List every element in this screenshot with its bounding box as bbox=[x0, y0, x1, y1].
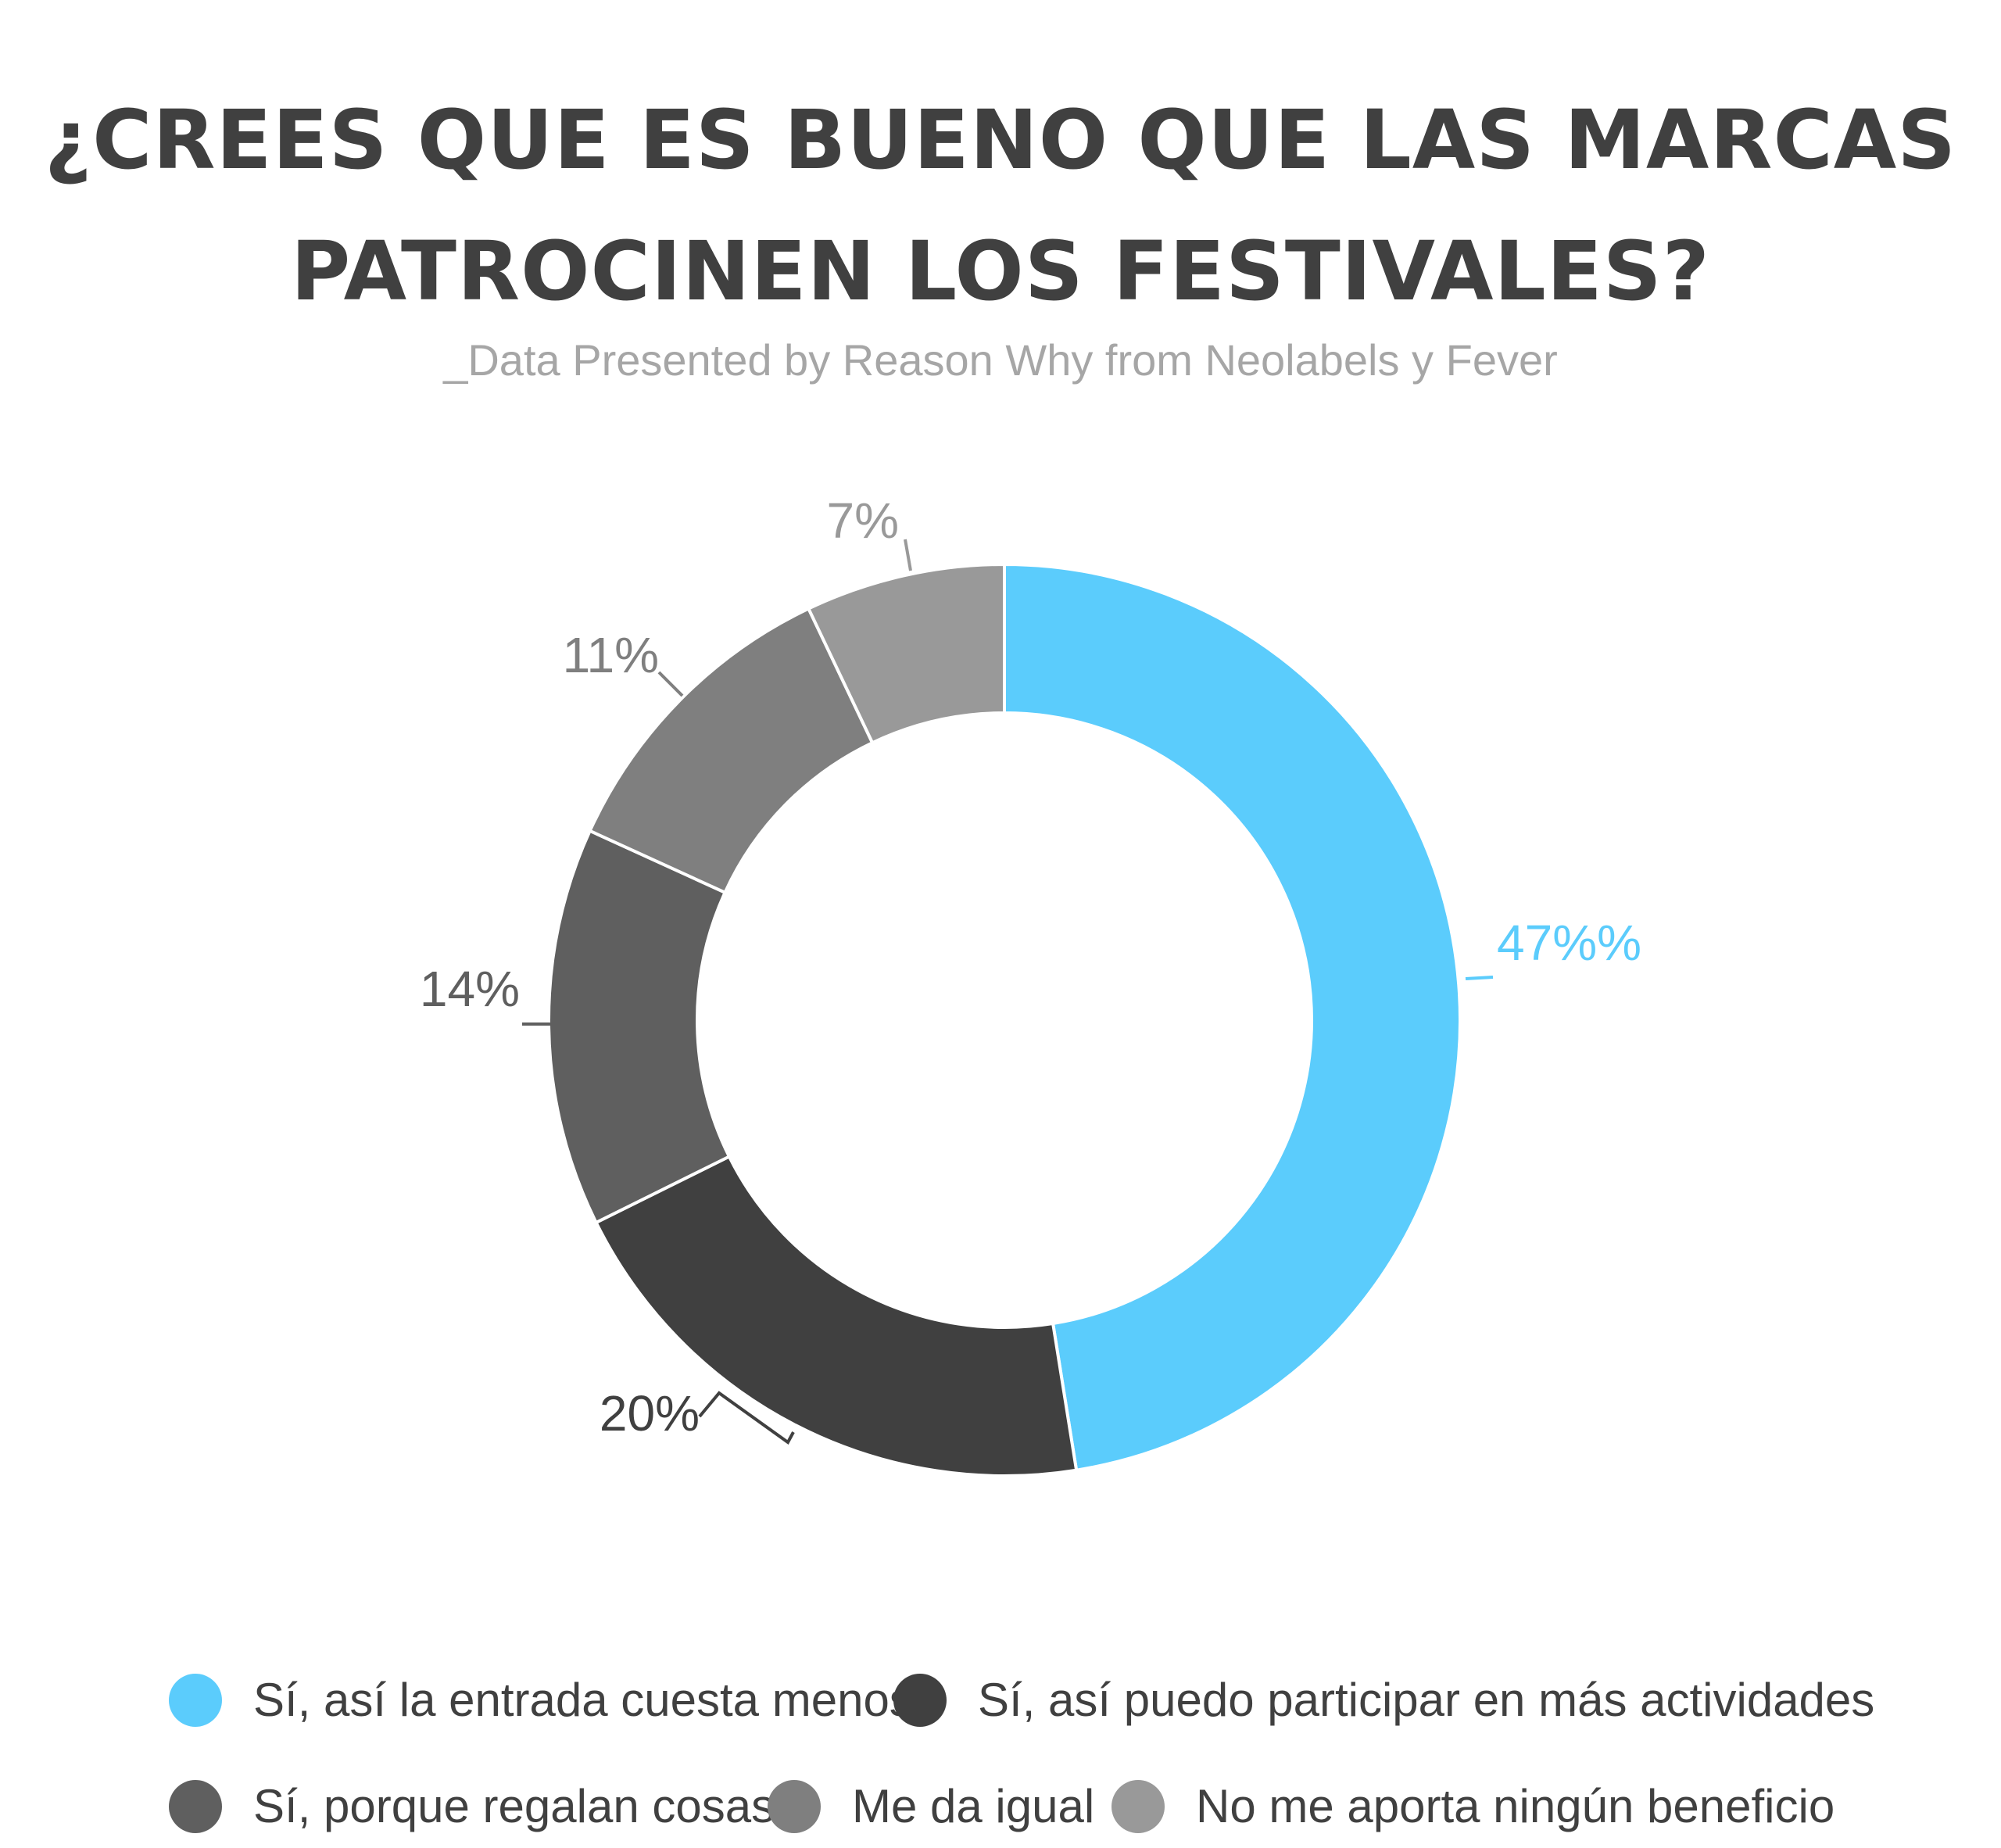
chart-title-line-1: ¿CREES QUE ES BUENO QUE LAS MARCAS bbox=[44, 92, 1957, 188]
legend-swatch-4 bbox=[768, 1779, 821, 1833]
leader-line-4 bbox=[657, 671, 684, 697]
leader-line-1 bbox=[1465, 976, 1494, 980]
legend-swatch-5 bbox=[1111, 1779, 1165, 1833]
chart-subtitle: _Data Presented by Reason Why from Neola… bbox=[443, 335, 1558, 385]
legend-swatch-2 bbox=[893, 1673, 947, 1727]
data-label-3: 14% bbox=[420, 961, 520, 1017]
donut-slice-2 bbox=[593, 1154, 1079, 1477]
legend-label-5: No me aporta ningún beneficio bbox=[1196, 1780, 1835, 1832]
data-label-1: 47%% bbox=[1497, 915, 1641, 971]
legend-swatch-1 bbox=[169, 1673, 222, 1727]
legend-label-4: Me da igual bbox=[852, 1780, 1095, 1832]
leader-line-2 bbox=[698, 1391, 795, 1445]
legend-item-1: Sí, así la entrada cuesta menos bbox=[169, 1673, 913, 1727]
legend-swatch-3 bbox=[169, 1779, 222, 1833]
data-label-5: 7% bbox=[827, 492, 900, 549]
legend-item-4: Me da igual bbox=[768, 1779, 1094, 1833]
chart-title: ¿CREES QUE ES BUENO QUE LAS MARCAS PATRO… bbox=[0, 74, 2001, 337]
legend-item-2: Sí, así puedo participar en más activida… bbox=[893, 1673, 1874, 1727]
data-label-2: 20% bbox=[600, 1385, 700, 1442]
donut-slice-1 bbox=[1003, 562, 1462, 1472]
chart-title-line-2: PATROCINEN LOS FESTIVALES? bbox=[290, 224, 1711, 319]
legend-label-2: Sí, así puedo participar en más activida… bbox=[978, 1674, 1875, 1726]
donut-slice-3 bbox=[547, 829, 732, 1225]
legend-item-3: Sí, porque regalan cosas bbox=[169, 1779, 775, 1833]
legend-label-3: Sí, porque regalan cosas bbox=[253, 1780, 775, 1832]
data-label-4: 11% bbox=[563, 627, 659, 683]
leader-line-5 bbox=[904, 539, 912, 571]
legend-item-5: No me aporta ningún beneficio bbox=[1111, 1779, 1835, 1833]
legend-label-1: Sí, así la entrada cuesta menos bbox=[253, 1674, 913, 1726]
donut-slice-5 bbox=[806, 562, 1006, 745]
